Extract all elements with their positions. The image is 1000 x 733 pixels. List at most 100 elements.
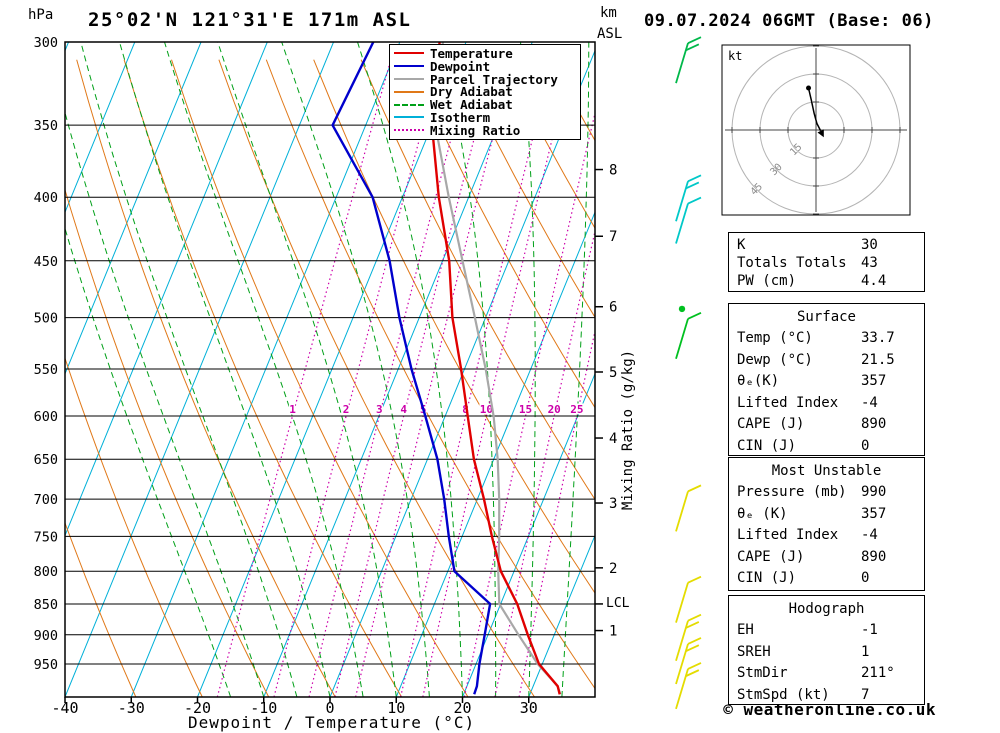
skewt-field: 1 2 3 4 5 8 10 15 20 25	[65, 42, 595, 697]
isotherm-line	[462, 372, 595, 697]
dry-adiabat-line	[265, 59, 595, 690]
dry-adiabat-line	[360, 59, 595, 501]
km-tick-label: 4	[609, 431, 617, 447]
legend-entry-label: Dewpoint	[430, 58, 491, 74]
param-value: -1	[861, 622, 878, 638]
legend-entry-label: Parcel Trajectory	[430, 71, 558, 87]
legend-entry: Dewpoint	[394, 58, 576, 74]
wind-barb-tick	[685, 669, 700, 677]
dry-adiabat-line	[123, 59, 403, 697]
legend-entry: Mixing Ratio	[394, 122, 576, 138]
legend-line-sample	[394, 103, 424, 106]
mixing-ratio-line	[355, 59, 514, 697]
wet-adiabat-line	[520, 42, 536, 697]
wind-barb-staff	[675, 180, 689, 222]
param-row: Lifted Index -4	[729, 393, 924, 415]
dry-adiabat-line	[455, 59, 595, 319]
pressure-tick-label: 650	[34, 452, 58, 468]
wind-barb-tick	[685, 644, 700, 652]
pressure-tick-label: 950	[34, 657, 58, 673]
param-label: Lifted Index	[737, 527, 839, 543]
dry-adiabat-line	[65, 356, 203, 697]
param-row: Totals Totals 43	[729, 254, 924, 272]
x-axis-label: Dewpoint / Temperature (°C)	[188, 713, 476, 732]
temperature-curve	[430, 42, 561, 695]
wet-adiabat-line	[281, 42, 430, 697]
mixing-ratio-line	[422, 59, 573, 697]
param-value: 890	[861, 416, 887, 432]
param-value: -4	[861, 527, 878, 543]
wind-barb-staff	[675, 42, 689, 84]
legend-entry: Wet Adiabat	[394, 97, 576, 112]
lcl-label: LCL	[606, 596, 630, 611]
param-row: Dewp (°C) 21.5	[729, 350, 924, 372]
param-label: PW (cm)	[737, 273, 797, 289]
wet-adiabat-line	[119, 42, 331, 697]
dry-adiabat-line	[408, 59, 595, 409]
pressure-tick-label: 350	[34, 118, 58, 134]
wind-barb-staff	[675, 203, 689, 244]
hodograph-unit-label: kt	[728, 49, 743, 63]
pressure-tick-label: 850	[34, 597, 58, 613]
station-title: 25°02'N 121°31'E 171m ASL	[88, 9, 412, 31]
km-tick-label: 7	[609, 229, 617, 245]
pressure-tick-label: 500	[34, 311, 58, 327]
wind-barb-staff	[675, 491, 689, 532]
dewpoint-curve	[331, 42, 492, 695]
param-label: EH	[737, 622, 754, 638]
pressure-tick-label: 800	[34, 564, 58, 580]
mixing-ratio-label: 15	[519, 403, 532, 416]
temp-tick-label: -40	[51, 699, 78, 717]
temp-tick-label: 10	[387, 699, 405, 717]
mixing-ratio-axis-label: Mixing Ratio (g/kg)	[620, 349, 636, 511]
param-label: θₑ(K)	[737, 373, 780, 389]
pressure-tick-label: 700	[34, 492, 58, 508]
km-tick-label: 1	[609, 624, 617, 640]
panel-section-title: Most Unstable	[771, 463, 882, 479]
mixing-ratio-line	[400, 59, 553, 697]
wind-barb-tick	[685, 621, 700, 629]
param-row: StmSpd (kt) 7	[729, 685, 924, 707]
mixing-ratio-label: 4	[400, 403, 407, 416]
wet-adiabat-line	[217, 42, 397, 697]
pressure-tick-label: 450	[34, 254, 58, 270]
temp-tick-label: -20	[184, 699, 211, 717]
param-value: 33.7	[861, 330, 895, 346]
legend-line-sample	[394, 77, 424, 80]
panel-section-surface: Surface Temp (°C) 33.7 Dewp (°C) 21.5 θₑ(K) 35…	[728, 303, 925, 456]
param-value: 990	[861, 484, 887, 500]
hodograph-storm-arrow	[817, 129, 824, 138]
pressure-tick-label: 400	[34, 190, 58, 206]
param-value: 4.4	[861, 273, 887, 289]
param-label: K	[737, 237, 746, 253]
param-row: CIN (J) 0	[729, 436, 924, 458]
wind-barb-tick	[687, 662, 702, 670]
mixing-ratio-label: 25	[570, 403, 583, 416]
param-row: CAPE (J) 890	[729, 414, 924, 436]
mixing-ratio-line	[463, 110, 595, 697]
legend-entry-label: Mixing Ratio	[430, 122, 521, 138]
param-row: StmDir 211°	[729, 663, 924, 685]
param-row: Temp (°C) 33.7	[729, 328, 924, 350]
param-label: StmSpd (kt)	[737, 686, 830, 703]
legend-entry-label: Temperature	[430, 45, 513, 61]
mixing-ratio-line	[273, 59, 442, 697]
pressure-tick-label: 750	[34, 529, 58, 545]
param-row: EH -1	[729, 620, 924, 642]
param-label: CIN (J)	[737, 437, 797, 454]
dry-adiabat-line	[65, 188, 270, 697]
param-value: 30	[861, 237, 878, 253]
km-tick-label: 6	[609, 300, 617, 316]
temp-tick-label: 0	[325, 699, 334, 717]
param-label: Lifted Index	[737, 394, 839, 411]
wet-adiabat-line	[164, 42, 364, 697]
param-label: CAPE (J)	[737, 416, 805, 432]
wet-adiabat-line	[65, 226, 232, 697]
altitude-unit-km-label: km	[600, 5, 617, 21]
wind-barb-staff	[675, 582, 689, 623]
mixing-ratio-line	[308, 59, 473, 697]
wind-barb-tick	[685, 43, 700, 52]
temp-tick-label: 20	[453, 699, 471, 717]
wind-barb-tick	[687, 575, 702, 584]
